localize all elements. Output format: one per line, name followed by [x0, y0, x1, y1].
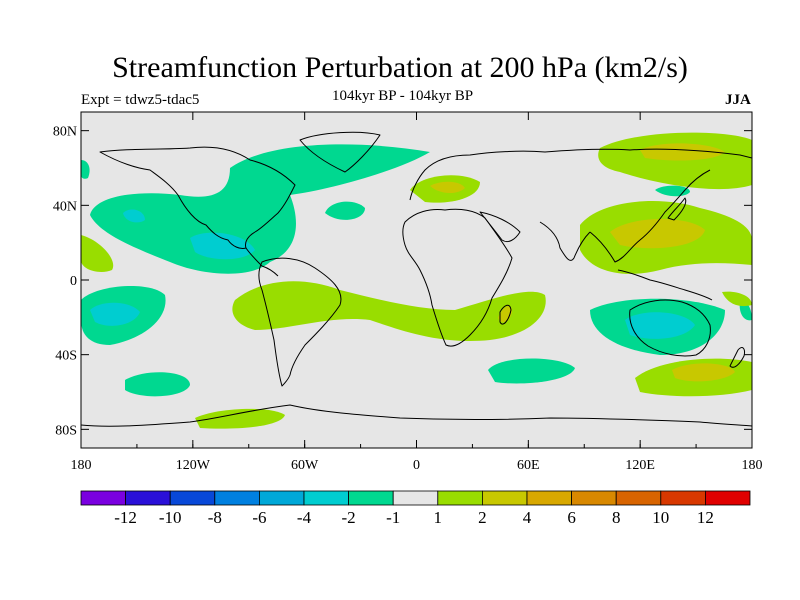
negative-contours-strong [90, 209, 695, 339]
colorbar-swatch [348, 490, 394, 506]
colorbar-swatch [526, 490, 572, 506]
colorbar-label: -2 [342, 508, 356, 527]
colorbar-swatch [258, 490, 305, 506]
lon-tick-label: 60E [517, 458, 540, 473]
contour-north-atlantic [325, 201, 365, 220]
plot-title: Streamfunction Perturbation at 200 hPa (… [112, 51, 688, 84]
coast-new-zealand [729, 347, 745, 368]
colorbar-swatch [571, 490, 617, 506]
negative-contours [81, 144, 752, 397]
colorbar-swatch [80, 490, 126, 506]
lon-tick-label: 60W [291, 458, 319, 473]
contour-arctic-asia [598, 132, 752, 190]
coast-arabia [479, 211, 521, 243]
contour-australia-core [625, 312, 695, 339]
coast-antarctica [81, 404, 752, 427]
contour-arctic-asia-core [640, 143, 725, 161]
contour-south-pacific-east-core [672, 363, 735, 382]
lat-tick-label: 40N [53, 199, 77, 214]
coast-madagascar [499, 304, 512, 325]
colorbar-label: -6 [252, 508, 266, 527]
contour-europe-core [430, 181, 465, 194]
coast-greenland [299, 131, 381, 173]
coastlines [81, 131, 752, 427]
axis-labels: 180 120W 60W 0 60E 120E 180 80N 40N 0 40S 80S [53, 125, 763, 473]
colorbar-swatch [615, 490, 662, 506]
coast-south-america [258, 257, 342, 387]
coast-central-america [245, 247, 279, 277]
coast-east-asia [589, 169, 711, 263]
colorbar-label: 6 [567, 508, 576, 527]
period-subtitle: 104kyr BP - 104kyr BP [332, 88, 474, 104]
coast-africa [402, 208, 513, 347]
coast-north-america [99, 146, 296, 249]
contour-southern-ocean [125, 372, 190, 397]
lat-tick-label: 80S [55, 423, 77, 438]
coast-maritime-continent [617, 269, 713, 301]
contour-north-america [90, 144, 430, 274]
coast-europe [409, 148, 752, 201]
contour-east-pacific-equator [722, 291, 752, 307]
map-panel [81, 112, 752, 448]
lon-tick-label: 0 [413, 458, 420, 473]
colorbar-swatch [392, 490, 439, 506]
lon-tick-label: 120E [625, 458, 655, 473]
contour-south-atlantic [488, 358, 575, 384]
colorbar-label: -1 [386, 508, 400, 527]
contour-central-america-core [190, 232, 255, 260]
contour-west-pacific-core [610, 218, 705, 249]
colorbar-label: 10 [652, 508, 669, 527]
coast-india [539, 221, 591, 261]
contour-south-atlantic-africa [232, 281, 546, 341]
contour-north-pacific-core [123, 209, 145, 223]
contour-south-pacific-core [90, 302, 140, 326]
contour-antarctic-atlantic [195, 408, 285, 429]
colorbar-swatch [705, 490, 751, 506]
experiment-label: Expt = tdwz5-tdac5 [81, 92, 200, 108]
lon-tick-label: 180 [71, 458, 92, 473]
colorbar-swatch [214, 490, 260, 506]
season-label: JJA [725, 92, 751, 108]
colorbar: -12 -10 -8 -6 -4 -2 -1 1 2 4 6 8 10 12 [80, 490, 751, 527]
colorbar-swatch [437, 490, 483, 506]
lat-tick-label: 40S [55, 349, 77, 364]
colorbar-label: 4 [523, 508, 532, 527]
contour-pacific-west-edge [81, 160, 90, 179]
colorbar-label: -4 [297, 508, 312, 527]
coast-japan [667, 197, 687, 221]
lat-tick-label: 80N [53, 125, 77, 140]
colorbar-swatch [481, 490, 528, 506]
colorbar-label: 12 [697, 508, 714, 527]
lat-tick-label: 0 [70, 274, 77, 289]
colorbar-label: -12 [114, 508, 137, 527]
colorbar-label: 2 [478, 508, 487, 527]
colorbar-swatch [125, 490, 171, 506]
colorbar-swatch [303, 490, 349, 506]
colorbar-label: 1 [434, 508, 443, 527]
lon-tick-label: 120W [176, 458, 211, 473]
colorbar-swatch [660, 490, 706, 506]
colorbar-label: -10 [159, 508, 182, 527]
coast-australia [629, 299, 711, 357]
colorbar-label: 8 [612, 508, 621, 527]
lon-tick-label: 180 [742, 458, 763, 473]
contour-dateline-west [81, 235, 114, 272]
axis-ticks [80, 112, 753, 448]
colorbar-swatch [169, 490, 216, 506]
colorbar-label: -8 [208, 508, 222, 527]
positive-contours-strong [430, 143, 735, 382]
